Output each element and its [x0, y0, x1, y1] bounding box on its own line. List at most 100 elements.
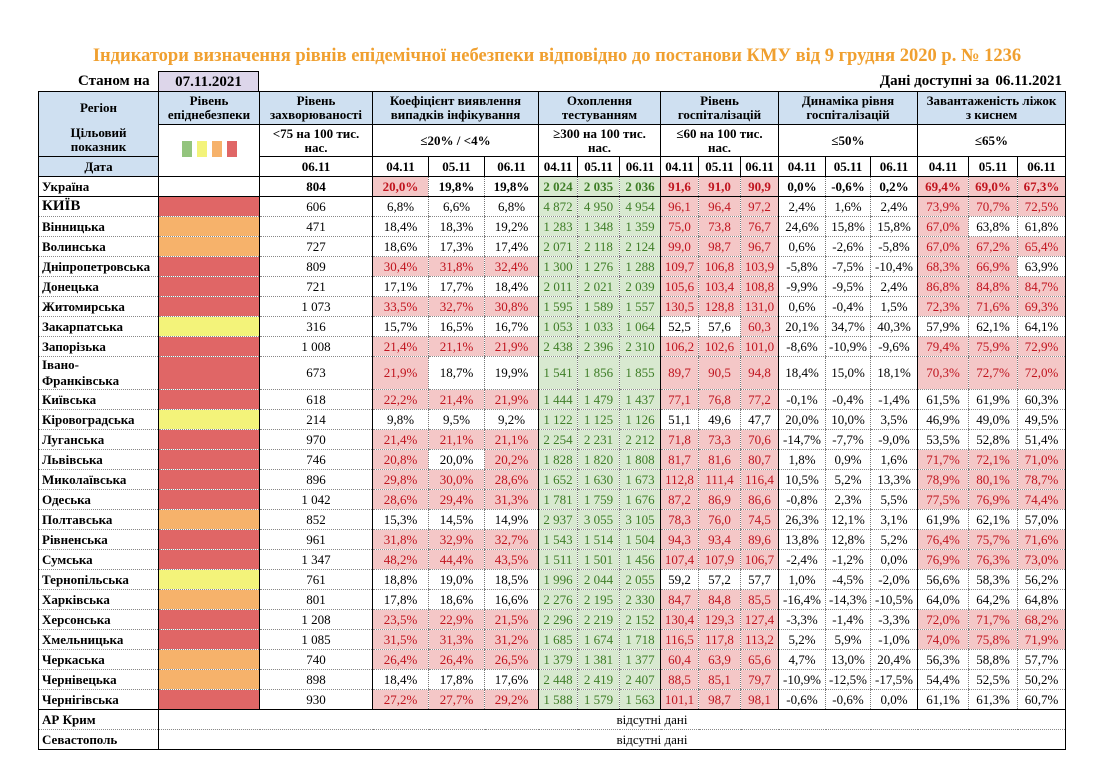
dyn-value: -0,1% — [778, 389, 826, 410]
testing-value: 2 212 — [619, 429, 661, 450]
coef-value: 22,2% — [372, 389, 429, 410]
coef-value: 17,8% — [372, 589, 429, 610]
target-testing: ≥300 на 100 тис. нас. — [538, 124, 661, 157]
coef-value: 31,3% — [428, 629, 485, 650]
hosp-value: 65,6 — [740, 649, 779, 670]
coef-value: 31,8% — [372, 529, 429, 550]
dyn-value: -9,6% — [870, 336, 918, 357]
region-row: Вінницька 471 18,4% 18,3% 19,2% 1 283 1 348 1 3… — [38, 216, 1066, 237]
epi-level-cell — [158, 449, 260, 470]
dyn-value: -9,9% — [778, 276, 826, 297]
region-row: Закарпатська 316 15,7% 16,5% 16,7% 1 053 1 033… — [38, 316, 1066, 337]
hosp-value: 85,1 — [698, 669, 741, 690]
dyn-value: -1,2% — [825, 549, 871, 570]
beds-value: 61,5% — [917, 389, 969, 410]
dyn-value: 20,1% — [778, 316, 826, 337]
region-row: Запорізька 1 008 21,4% 21,1% 21,9% 2 438 2 396… — [38, 336, 1066, 357]
morbidity-value: 316 — [259, 316, 373, 337]
hosp-value: 76,0 — [698, 509, 741, 530]
coef-value: 22,9% — [428, 609, 485, 630]
coef-value: 18,8% — [372, 569, 429, 590]
beds-value: 75,7% — [968, 529, 1018, 550]
dyn-value: 15,8% — [870, 216, 918, 237]
beds-value: 69,4% — [917, 176, 969, 197]
region-name: Житомирська — [38, 296, 159, 317]
dyn-value: -12,5% — [825, 669, 871, 690]
coef-value: 26,5% — [484, 649, 539, 670]
testing-value: 2 039 — [619, 276, 661, 297]
header-coef: Коефіцієнт виявлення випадків інфікуванн… — [372, 91, 539, 125]
coef-value: 20,8% — [372, 449, 429, 470]
beds-value: 49,0% — [968, 409, 1018, 430]
morbidity-value: 801 — [259, 589, 373, 610]
testing-value: 1 652 — [538, 469, 578, 490]
region-row: Донецька 721 17,1% 17,7% 18,4% 2 011 2 021 2 03… — [38, 276, 1066, 297]
beds-value: 67,3% — [1017, 176, 1066, 197]
morbidity-value: 727 — [259, 236, 373, 257]
beds-value: 51,4% — [1017, 429, 1066, 450]
dyn-value: 13,8% — [778, 529, 826, 550]
testing-value: 1 589 — [577, 296, 620, 317]
region-row: Хмельницька 1 085 31,5% 31,3% 31,2% 1 685 1 67… — [38, 629, 1066, 650]
level-legend — [158, 124, 260, 177]
beds-value: 72,5% — [1017, 196, 1066, 217]
testing-value: 2 195 — [577, 589, 620, 610]
coef-value: 9,5% — [428, 409, 485, 430]
testing-value: 1 514 — [577, 529, 620, 550]
testing-value: 2 024 — [538, 176, 578, 197]
hosp-value: 73,3 — [698, 429, 741, 450]
testing-value: 2 036 — [619, 176, 661, 197]
morbidity-value: 1 008 — [259, 336, 373, 357]
coef-value: 28,6% — [484, 469, 539, 490]
beds-value: 74,4% — [1017, 489, 1066, 510]
coef-value: 43,5% — [484, 549, 539, 570]
hosp-value: 127,4 — [740, 609, 779, 630]
epi-level-cell — [158, 669, 260, 690]
testing-value: 2 937 — [538, 509, 578, 530]
region-name: Львівська — [38, 449, 159, 470]
region-name: Івано- Франківська — [38, 356, 159, 390]
hosp-value: 106,7 — [740, 549, 779, 570]
dyn-value: 12,8% — [825, 529, 871, 550]
region-name: Чернівецька — [38, 669, 159, 690]
beds-value: 61,9% — [917, 509, 969, 530]
testing-value: 2 219 — [577, 609, 620, 630]
hosp-value: 98,1 — [740, 689, 779, 710]
beds-value: 73,9% — [917, 196, 969, 217]
coef-value: 15,3% — [372, 509, 429, 530]
hosp-value: 78,3 — [660, 509, 699, 530]
dyn-value: -0,6% — [825, 176, 871, 197]
testing-value: 1 033 — [577, 316, 620, 337]
coef-value: 21,4% — [428, 389, 485, 410]
morbidity-value: 1 208 — [259, 609, 373, 630]
coef-value: 9,2% — [484, 409, 539, 430]
testing-value: 2 296 — [538, 609, 578, 630]
dyn-value: 2,4% — [778, 196, 826, 217]
dyn-value: -0,4% — [825, 389, 871, 410]
hosp-value: 98,7 — [698, 689, 741, 710]
beds-value: 61,9% — [968, 389, 1018, 410]
coef-value: 33,5% — [372, 296, 429, 317]
dyn-value: -10,5% — [870, 589, 918, 610]
beds-value: 70,7% — [968, 196, 1018, 217]
dyn-value: 10,0% — [825, 409, 871, 430]
beds-value: 64,2% — [968, 589, 1018, 610]
coef-value: 44,4% — [428, 549, 485, 570]
dyn-value: 1,6% — [870, 449, 918, 470]
epi-level-cell — [158, 569, 260, 590]
hosp-value: 99,0 — [660, 236, 699, 257]
hosp-value: 113,2 — [740, 629, 779, 650]
dyn-value: -0,4% — [825, 296, 871, 317]
testing-value: 1 126 — [619, 409, 661, 430]
target-oxygen-beds: ≤65% — [917, 124, 1066, 157]
testing-value: 1 053 — [538, 316, 578, 337]
region-name: Сумська — [38, 549, 159, 570]
morbidity-value: 1 042 — [259, 489, 373, 510]
coef-value: 20,2% — [484, 449, 539, 470]
hosp-value: 47,7 — [740, 409, 779, 430]
dyn-value: 2,4% — [870, 276, 918, 297]
region-name: Чернігівська — [38, 689, 159, 710]
testing-value: 1 855 — [619, 356, 661, 390]
beds-value: 67,0% — [917, 236, 969, 257]
testing-value: 2 419 — [577, 669, 620, 690]
